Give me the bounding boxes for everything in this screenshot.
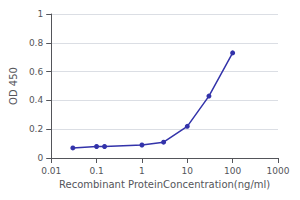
svg-text:100: 100: [224, 166, 241, 176]
svg-text:1: 1: [37, 9, 43, 19]
svg-text:0.6: 0.6: [29, 67, 44, 77]
svg-text:10: 10: [182, 166, 194, 176]
svg-text:0: 0: [37, 153, 43, 163]
svg-text:1: 1: [139, 166, 145, 176]
svg-text:0.4: 0.4: [29, 95, 44, 105]
svg-text:OD 450: OD 450: [8, 67, 19, 105]
svg-text:0.2: 0.2: [29, 124, 43, 134]
svg-text:0.8: 0.8: [29, 38, 44, 48]
svg-text:0.01: 0.01: [41, 166, 61, 176]
svg-text:1000: 1000: [267, 166, 290, 176]
svg-text:Recombinant ProteinConcentrati: Recombinant ProteinConcentration(ng/ml): [59, 179, 270, 190]
svg-text:0.1: 0.1: [89, 166, 103, 176]
